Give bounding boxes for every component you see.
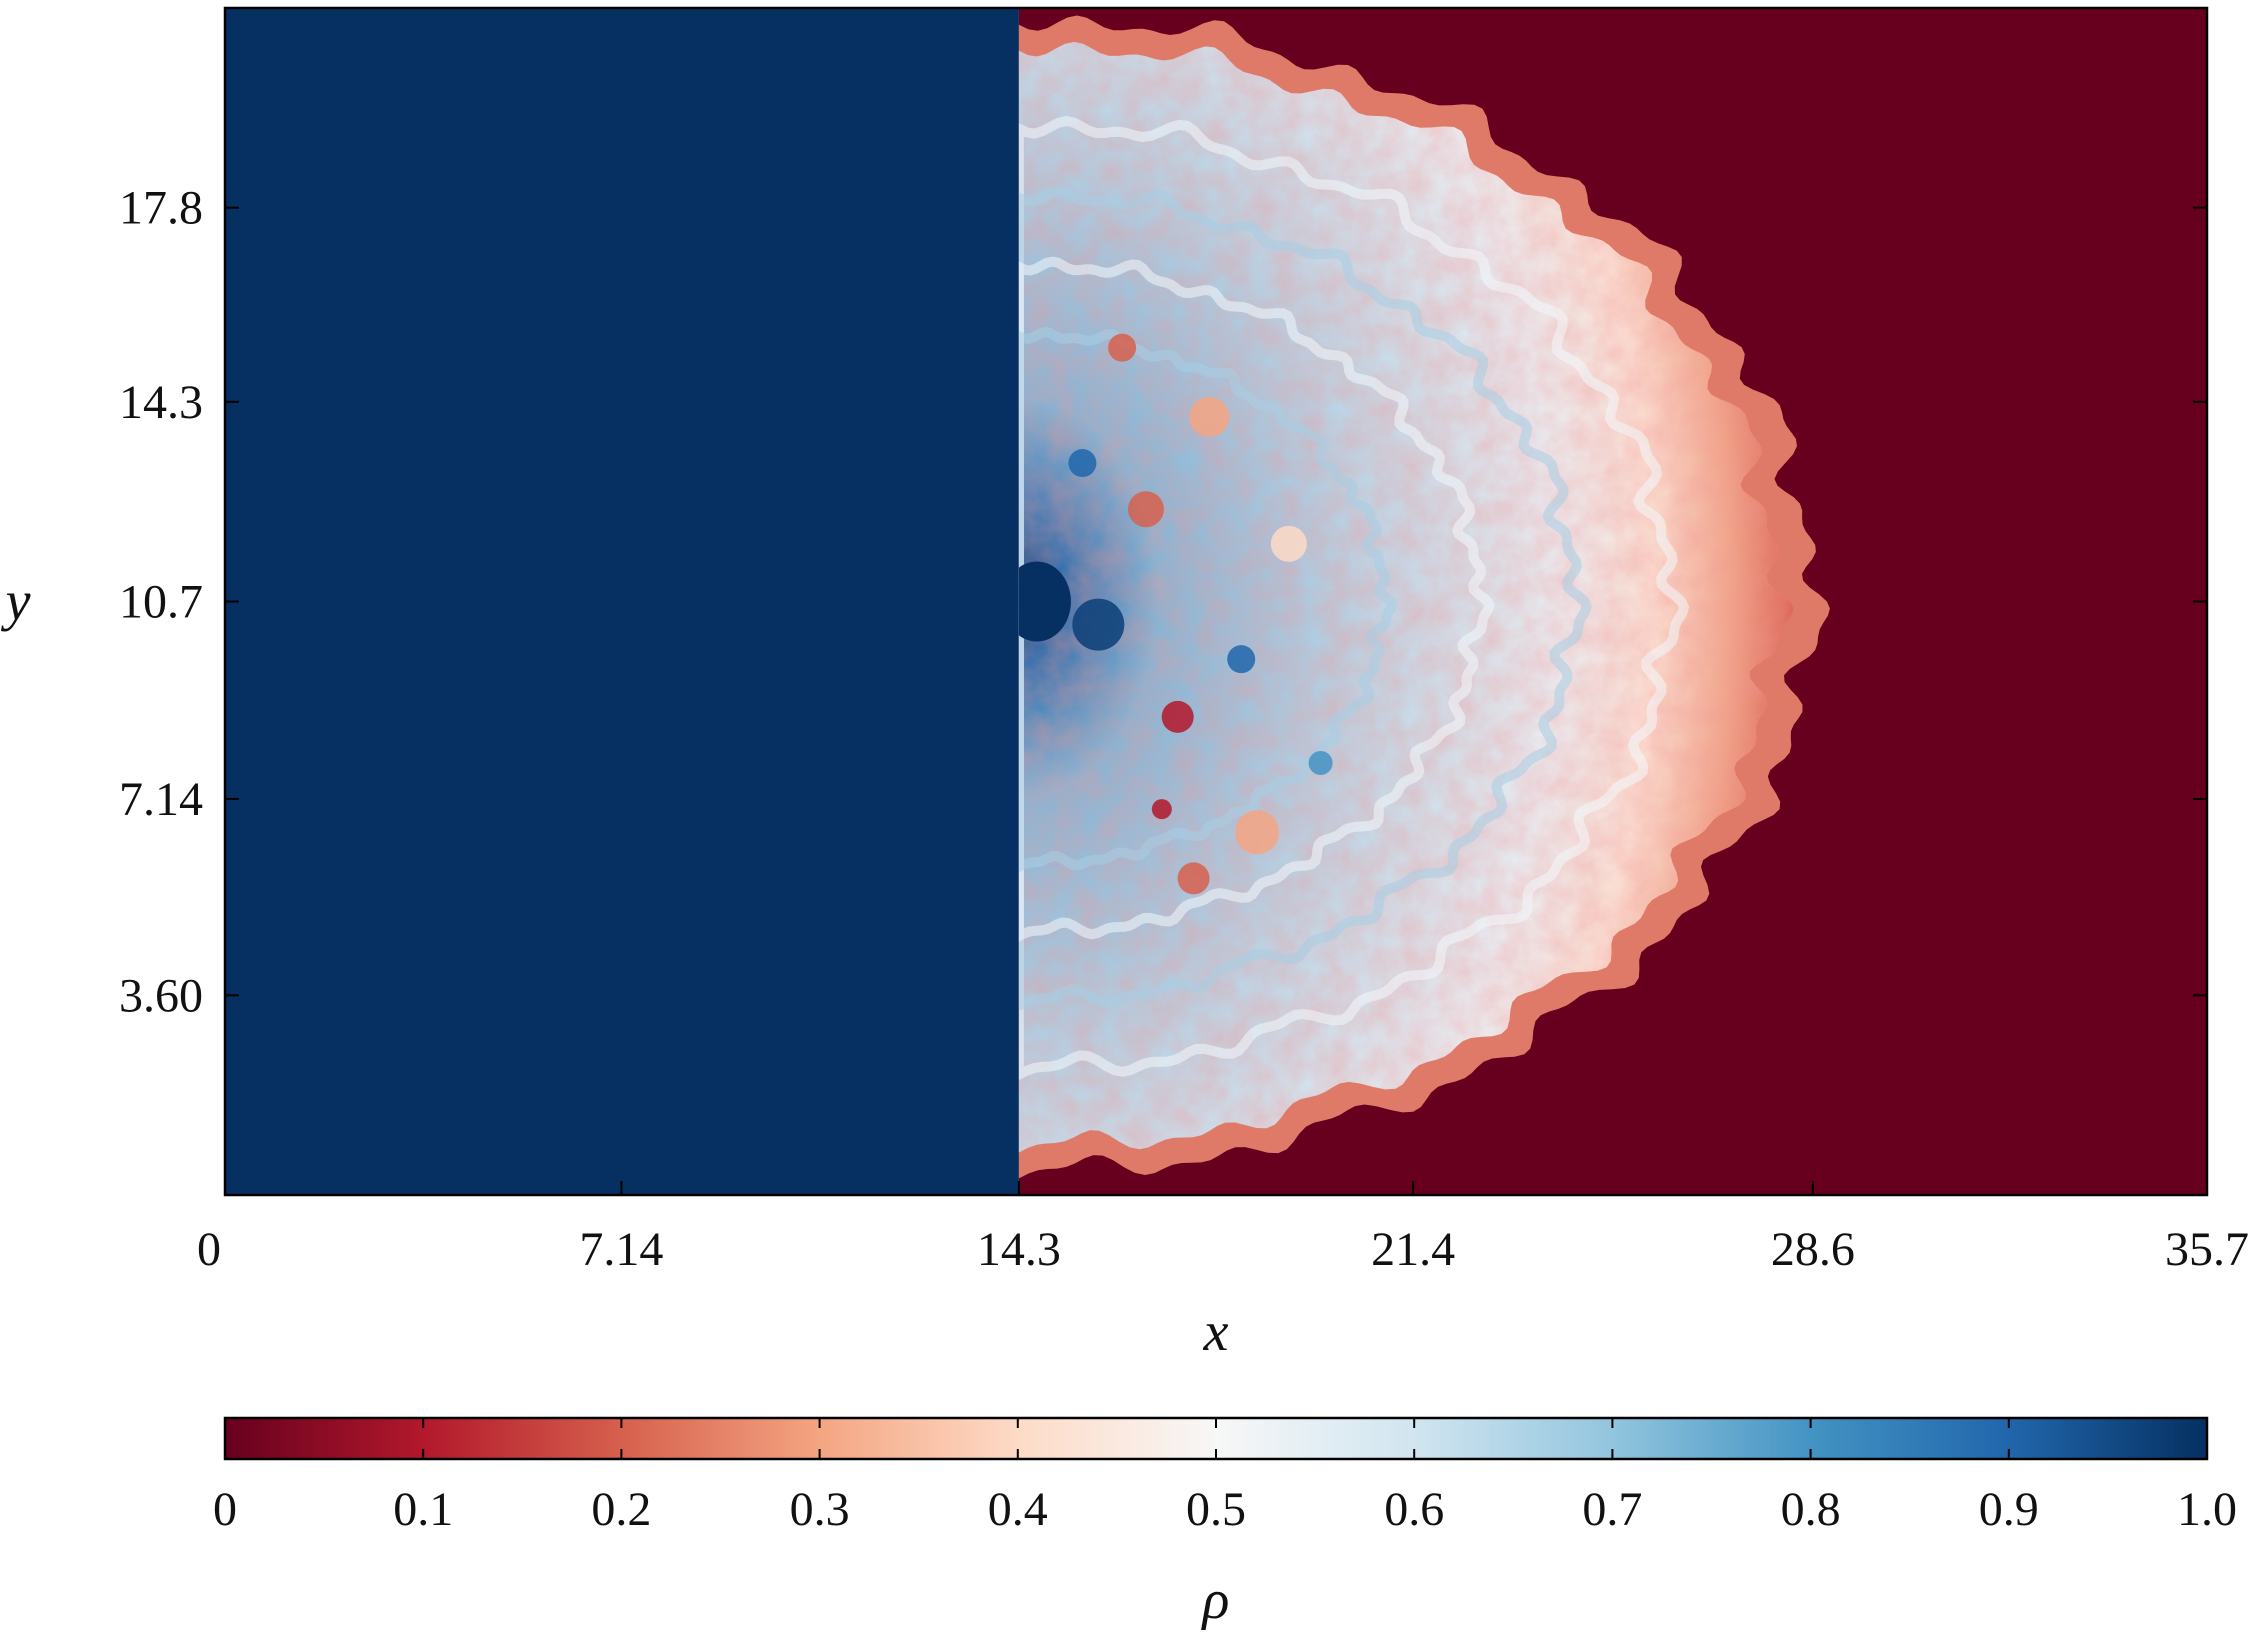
colorbar-tick-label: 0.1 [393,1483,453,1536]
left-region [225,8,1019,1195]
colorbar-tick-label: 1.0 [2177,1483,2237,1536]
mixing-zone-texture [1018,41,1794,1153]
y-tick-label: 7.14 [119,773,203,826]
mixing-ring [1018,326,1398,876]
density-field-plot [225,8,2207,1195]
x-tick-label: 28.6 [1771,1223,1855,1276]
y-tick-label: 3.60 [119,969,203,1022]
turbulent-blob [1227,645,1256,674]
turbulent-blob [1270,525,1307,562]
colorbar-tick-label: 0.9 [1979,1483,2039,1536]
x-tick-label: 35.7 [2165,1223,2249,1276]
turbulent-blob [1177,862,1210,895]
x-axis-title: x [1203,1301,1229,1363]
x-axis-ticks: 0 7.14 14.3 21.4 28.6 35.7 [197,1181,2249,1276]
colorbar-tick-label: 0 [213,1483,237,1536]
mixing-ring [1018,115,1690,1083]
turbulent-blob [1308,751,1333,776]
colorbar-tick-label: 0.4 [988,1483,1048,1536]
colorbar-tick-label: 0.3 [790,1483,850,1536]
core-region [1018,561,1071,642]
turbulent-blob [1108,333,1137,362]
mixing-ring [1018,256,1495,945]
y-tick-label: 17.8 [119,182,203,235]
turbulent-blob [1072,598,1125,651]
colorbar-tick-label: 0.6 [1384,1483,1444,1536]
colorbar-tick-label: 0.2 [591,1483,651,1536]
colorbar-tick-label: 0.8 [1781,1483,1841,1536]
turbulent-blob [1068,449,1097,478]
y-tick-label: 14.3 [119,376,203,429]
turbulent-blob [1189,396,1230,437]
x-tick-label: 14.3 [977,1223,1061,1276]
colorbar-ticks: 0 0.1 0.2 0.3 0.4 0.5 0.6 0.7 0.8 0.9 1.0 [213,1418,2237,1536]
x-tick-label: 21.4 [1371,1223,1455,1276]
turbulent-blob [1161,700,1194,733]
y-axis-title: y [1,571,31,633]
colorbar-label: ρ [1201,1569,1230,1631]
y-axis-ticks: 3.60 7.14 10.7 14.3 17.8 [119,182,2207,1022]
colorbar-tick-label: 0.7 [1582,1483,1642,1536]
x-tick-label: 7.14 [579,1223,663,1276]
turbulent-blob [1127,491,1164,528]
colorbar-tick-label: 0.5 [1186,1483,1246,1536]
x-tick-label: 0 [197,1223,221,1276]
colorbar: 0 0.1 0.2 0.3 0.4 0.5 0.6 0.7 0.8 0.9 1.0 ρ [213,1416,2237,1631]
turbulent-blob [1235,810,1280,855]
mixing-zone-features [1018,115,1690,1083]
mixing-zone [1018,15,1830,1179]
mixing-ring [1018,186,1592,1014]
turbulent-blob [1151,799,1172,820]
y-tick-label: 10.7 [119,576,203,629]
